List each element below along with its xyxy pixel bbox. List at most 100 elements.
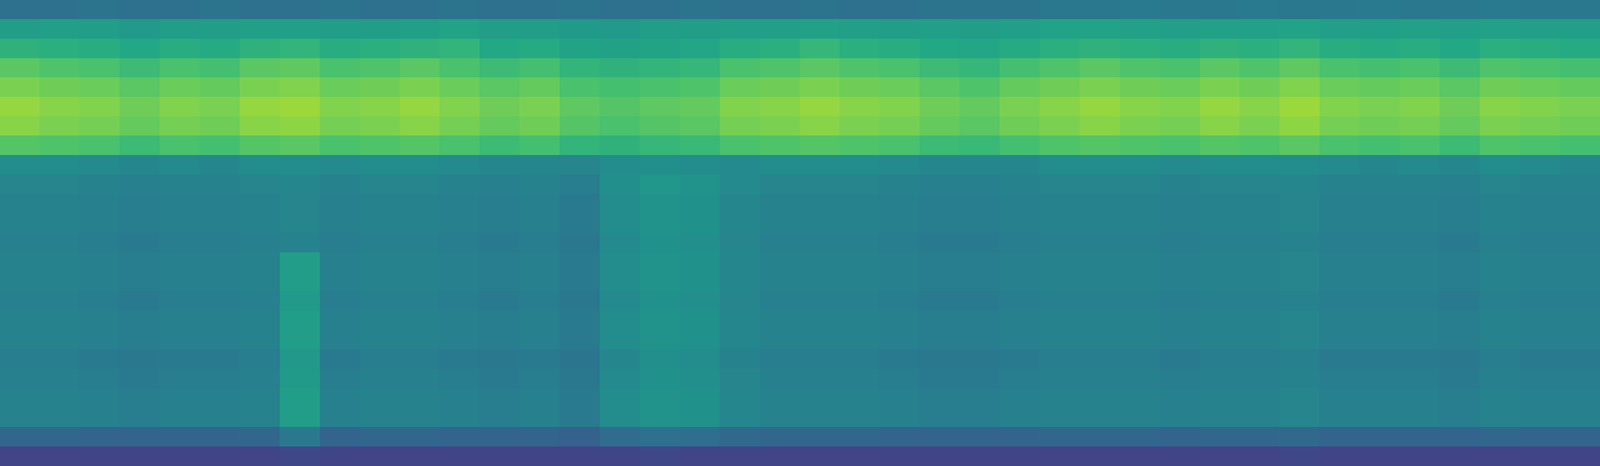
- cell: [199, 407, 241, 428]
- cell: [1319, 38, 1361, 59]
- cell: [559, 116, 601, 137]
- cell: [79, 291, 121, 312]
- cell: [39, 155, 81, 176]
- cell: [1119, 155, 1161, 176]
- cell: [999, 38, 1041, 59]
- cell: [879, 388, 921, 409]
- cell: [279, 58, 321, 78]
- cell: [439, 135, 481, 156]
- cell: [679, 213, 721, 234]
- cell: [599, 155, 641, 176]
- cell: [39, 330, 81, 350]
- cell: [119, 135, 161, 156]
- cell: [919, 38, 961, 59]
- cell: [559, 96, 601, 117]
- cell: [639, 252, 681, 273]
- cell: [1200, 349, 1241, 370]
- cell: [879, 19, 921, 40]
- cell: [639, 116, 681, 137]
- cell: [719, 38, 761, 59]
- cell: [719, 77, 761, 98]
- cell: [1200, 291, 1241, 312]
- cell: [1079, 58, 1121, 78]
- cell: [1479, 135, 1521, 156]
- cell: [199, 135, 241, 156]
- cell: [599, 349, 641, 370]
- cell: [400, 96, 441, 117]
- cell: [159, 77, 201, 98]
- cell: [239, 310, 281, 331]
- cell: [400, 194, 441, 214]
- cell: [1279, 194, 1321, 214]
- cell: [1279, 369, 1321, 390]
- cell: [1239, 116, 1281, 137]
- cell: [839, 407, 881, 428]
- cell: [559, 77, 601, 98]
- cell: [559, 291, 601, 312]
- cell: [1359, 369, 1401, 390]
- cell: [0, 155, 41, 176]
- cell: [719, 310, 761, 331]
- cell: [119, 194, 161, 214]
- cell: [599, 213, 641, 234]
- cell: [1239, 96, 1281, 117]
- cell: [919, 213, 961, 234]
- cell: [479, 349, 521, 370]
- cell: [599, 38, 641, 59]
- cell: [1200, 232, 1241, 254]
- cell: [999, 213, 1041, 234]
- cell: [559, 155, 601, 176]
- cell: [639, 155, 681, 176]
- cell: [879, 96, 921, 117]
- cell: [1200, 252, 1241, 273]
- cell: [1239, 0, 1281, 20]
- cell: [1239, 310, 1281, 331]
- cell: [0, 19, 41, 40]
- cell: [759, 388, 800, 409]
- cell: [959, 0, 1001, 20]
- cell: [1519, 271, 1561, 292]
- cell: [0, 213, 41, 234]
- cell: [279, 291, 321, 312]
- cell: [759, 174, 800, 195]
- cell: [1559, 330, 1600, 350]
- cell: [959, 96, 1001, 117]
- cell: [800, 174, 841, 195]
- cell: [119, 174, 161, 195]
- cell: [1039, 77, 1081, 98]
- cell: [1479, 213, 1521, 234]
- cell: [1119, 369, 1161, 390]
- cell: [239, 271, 281, 292]
- cell: [879, 446, 921, 466]
- cell: [999, 155, 1041, 176]
- cell: [1519, 291, 1561, 312]
- cell: [479, 194, 521, 214]
- cell: [999, 96, 1041, 117]
- cell: [0, 310, 41, 331]
- cell: [1519, 174, 1561, 195]
- cell: [1319, 155, 1361, 176]
- cell: [800, 407, 841, 428]
- cell: [1119, 213, 1161, 234]
- cell: [1159, 174, 1200, 195]
- cell: [1279, 388, 1321, 409]
- cell: [199, 77, 241, 98]
- cell: [599, 58, 641, 78]
- cell: [919, 232, 961, 254]
- cell: [839, 116, 881, 137]
- cell: [1439, 0, 1481, 20]
- cell: [279, 446, 321, 466]
- cell: [1159, 155, 1200, 176]
- cell: [1399, 252, 1441, 273]
- cell: [400, 38, 441, 59]
- cell: [639, 96, 681, 117]
- cell: [1279, 0, 1321, 20]
- cell: [400, 349, 441, 370]
- cell: [800, 310, 841, 331]
- cell: [800, 0, 841, 20]
- cell: [319, 446, 361, 466]
- cell: [0, 38, 41, 59]
- cell: [679, 310, 721, 331]
- cell: [839, 77, 881, 98]
- cell: [479, 38, 521, 59]
